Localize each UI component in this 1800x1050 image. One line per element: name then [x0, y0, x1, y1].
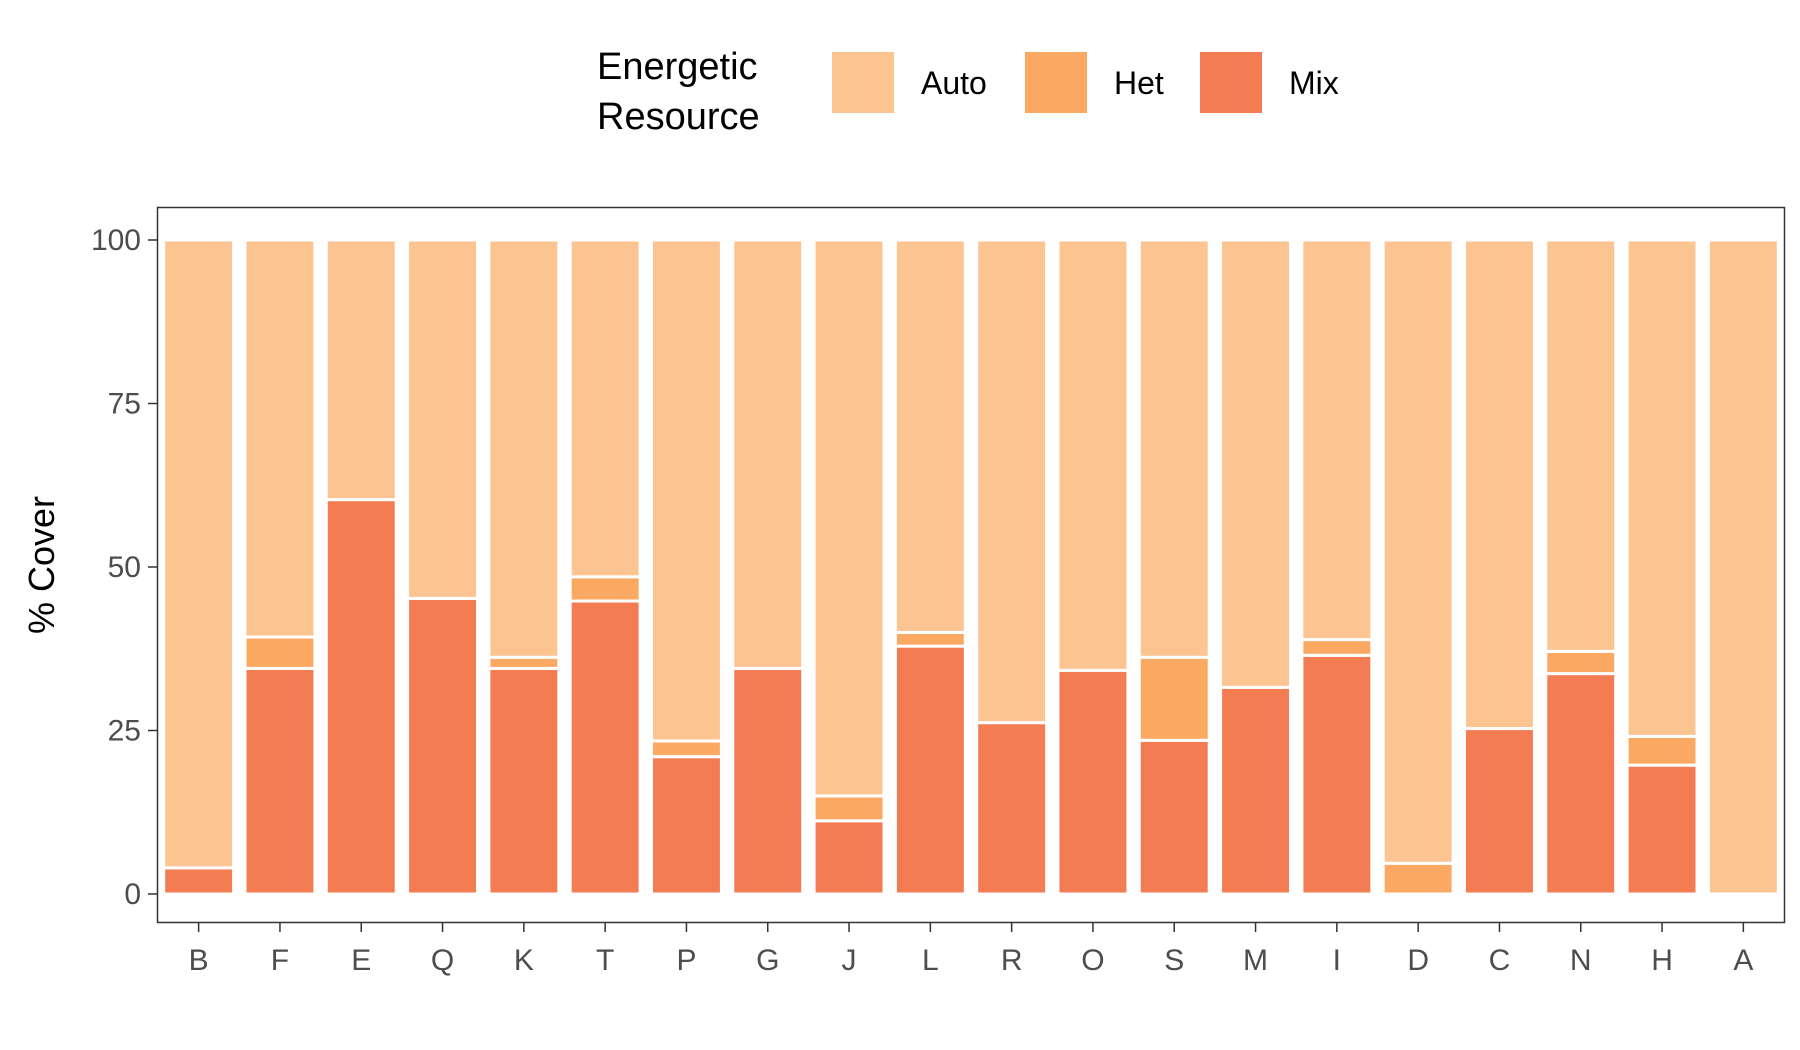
bar-segment-T-het	[568, 575, 642, 603]
x-tick-label-D: D	[1407, 944, 1429, 977]
bar-segment-N-het	[1544, 649, 1618, 676]
bar-segment-D-het	[1381, 861, 1455, 896]
legend: Energetic Resource Auto Het Mix	[597, 46, 1339, 138]
bar-segment-C-mix	[1462, 727, 1536, 896]
bar-segment-H-het	[1625, 734, 1699, 767]
bar-segment-J-auto	[812, 238, 886, 798]
x-tick-label-H: H	[1651, 944, 1673, 977]
bar-segment-O-auto	[1056, 238, 1130, 672]
bar-segment-K-het	[487, 655, 561, 670]
bar-segment-M-mix	[1219, 685, 1293, 896]
bar-segment-P-mix	[649, 755, 723, 896]
x-tick-label-K: K	[514, 944, 534, 977]
bar-segment-F-het	[243, 635, 317, 670]
x-tick-label-P: P	[676, 944, 696, 977]
bar-segment-B-auto	[162, 238, 236, 870]
x-tick-label-O: O	[1081, 944, 1104, 977]
bar-segment-H-mix	[1625, 763, 1699, 896]
bar-segment-S-auto	[1137, 238, 1211, 659]
x-tick-label-E: E	[351, 944, 371, 977]
y-tick-label-75: 75	[108, 388, 141, 421]
bars	[162, 238, 1780, 896]
bar-segment-L-auto	[893, 238, 967, 634]
bar-segment-I-auto	[1300, 238, 1374, 642]
y-tick-label-100: 100	[91, 224, 141, 257]
x-tick-label-N: N	[1570, 944, 1592, 977]
y-tick-label-50: 50	[108, 551, 141, 584]
bar-segment-E-auto	[324, 238, 398, 502]
bar-segment-R-auto	[975, 238, 1049, 725]
bar-segment-C-auto	[1462, 238, 1536, 731]
bar-segment-R-mix	[975, 721, 1049, 896]
legend-title-line-2: Resource	[597, 96, 760, 138]
legend-key-het	[1025, 52, 1087, 113]
bar-segment-G-auto	[731, 238, 805, 670]
x-tick-label-M: M	[1243, 944, 1268, 977]
bar-segment-J-mix	[812, 819, 886, 896]
bar-segment-L-het	[893, 630, 967, 648]
bar-segment-E-mix	[324, 498, 398, 896]
bar-segment-K-mix	[487, 666, 561, 896]
bar-segment-T-mix	[568, 599, 642, 896]
bar-segment-N-auto	[1544, 238, 1618, 653]
bar-segment-S-het	[1137, 655, 1211, 742]
y-tick-label-25: 25	[108, 715, 141, 748]
bar-segment-S-mix	[1137, 738, 1211, 896]
x-tick-label-R: R	[1001, 944, 1023, 977]
legend-key-auto	[832, 52, 894, 113]
bar-segment-Q-auto	[406, 238, 480, 600]
legend-label-het: Het	[1114, 65, 1164, 101]
x-tick-label-L: L	[922, 944, 939, 977]
y-axis-title: % Cover	[21, 496, 62, 634]
legend-title-line-1: Energetic	[597, 46, 758, 88]
bar-segment-M-auto	[1219, 238, 1293, 689]
bar-segment-B-mix	[162, 866, 236, 896]
x-tick-label-Q: Q	[431, 944, 454, 977]
legend-key-mix	[1200, 52, 1262, 113]
bar-segment-I-mix	[1300, 653, 1374, 896]
legend-label-auto: Auto	[921, 65, 987, 101]
bar-segment-F-auto	[243, 238, 317, 639]
bar-segment-H-auto	[1625, 238, 1699, 738]
bar-segment-L-mix	[893, 644, 967, 896]
plot-panel	[156, 206, 1786, 924]
bar-segment-O-mix	[1056, 668, 1130, 896]
x-tick-label-J: J	[842, 944, 857, 977]
x-tick-label-C: C	[1489, 944, 1511, 977]
x-tick-label-B: B	[189, 944, 209, 977]
x-tick-label-A: A	[1733, 944, 1753, 977]
x-tick-label-G: G	[756, 944, 779, 977]
bar-segment-A-auto	[1706, 238, 1780, 896]
bar-segment-G-mix	[731, 666, 805, 896]
bar-segment-T-auto	[568, 238, 642, 579]
y-axis: 0 25 50 75 100	[91, 224, 158, 911]
bar-segment-I-het	[1300, 638, 1374, 657]
bar-segment-P-het	[649, 739, 723, 759]
bar-segment-N-mix	[1544, 672, 1618, 896]
bar-segment-Q-mix	[406, 596, 480, 896]
bar-segment-K-auto	[487, 238, 561, 659]
x-tick-label-F: F	[271, 944, 289, 977]
y-tick-label-0: 0	[124, 878, 141, 911]
bar-segment-J-het	[812, 794, 886, 823]
legend-label-mix: Mix	[1289, 65, 1339, 101]
x-tick-label-S: S	[1164, 944, 1184, 977]
bar-segment-F-mix	[243, 666, 317, 896]
bar-segment-P-auto	[649, 238, 723, 743]
x-tick-label-I: I	[1333, 944, 1341, 977]
bar-segment-D-auto	[1381, 238, 1455, 865]
x-tick-label-T: T	[596, 944, 614, 977]
